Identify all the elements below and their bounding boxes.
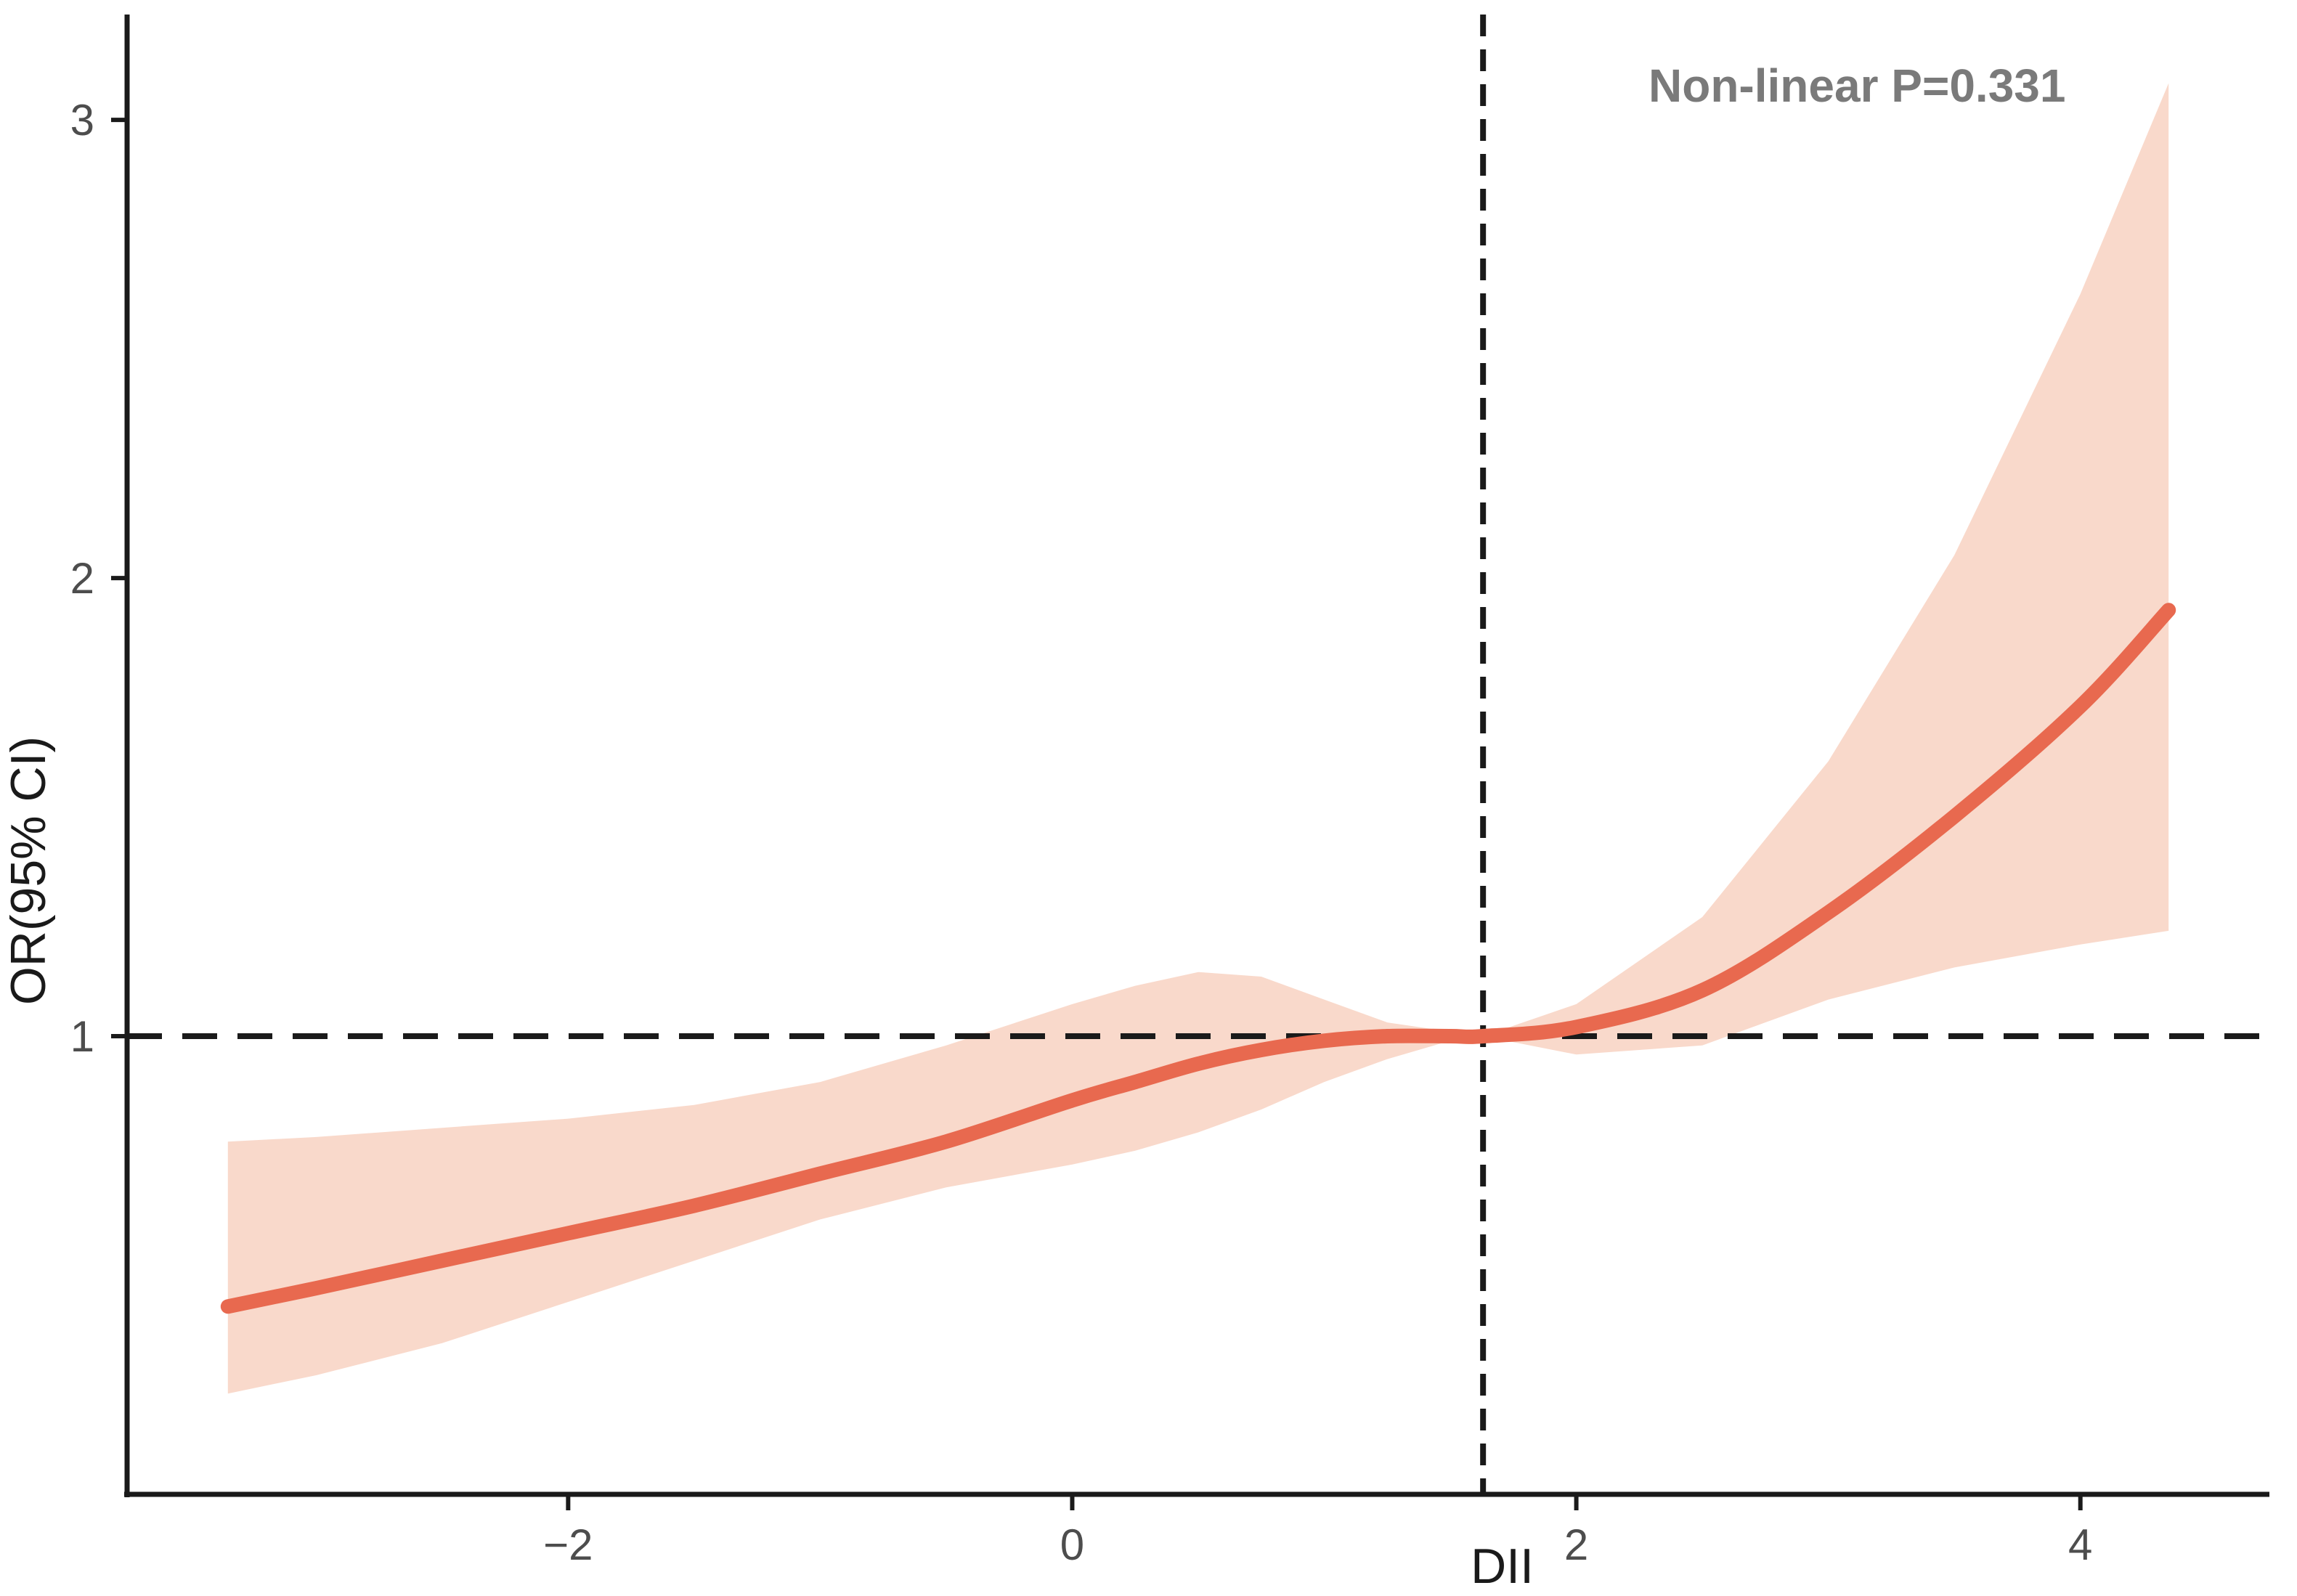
nonlinear-p-annotation: Non-linear P=0.331 (1648, 60, 2065, 112)
y-axis-title: OR(95% CI) (1, 736, 56, 1005)
x-axis-ticks: −2 0 2 4 (543, 1494, 2092, 1569)
y-axis-ticks: 1 2 3 (70, 96, 127, 1061)
x-tick-label: 0 (1060, 1520, 1084, 1569)
y-tick-label: 2 (70, 554, 94, 603)
x-tick-label: −2 (543, 1520, 593, 1569)
x-axis-title: DII (1471, 1539, 1534, 1594)
confidence-band (227, 83, 2169, 1394)
x-tick-label: 4 (2068, 1520, 2092, 1569)
y-tick-label: 3 (70, 96, 94, 144)
y-tick-label: 1 (70, 1012, 94, 1061)
x-tick-label: 2 (1564, 1520, 1588, 1569)
or-curve (220, 603, 2176, 1314)
